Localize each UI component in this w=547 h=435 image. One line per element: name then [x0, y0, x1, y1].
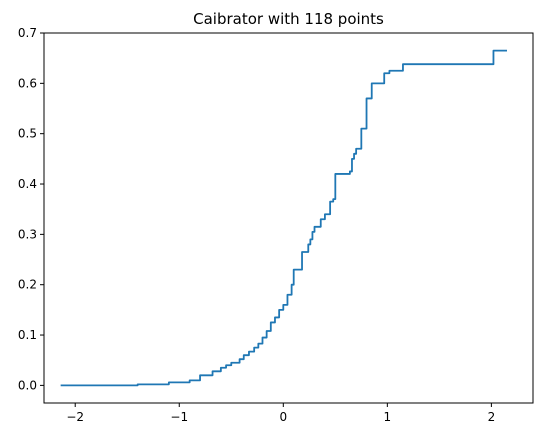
y-tick-label: 0.7: [18, 26, 37, 40]
y-tick-label: 0.0: [18, 378, 37, 392]
y-tick-label: 0.3: [18, 227, 37, 241]
plot-area: [43, 32, 534, 404]
x-axis: −2 −1 0 1 2: [66, 403, 495, 424]
calibration-step-line: [60, 49, 507, 387]
y-tick-label: 0.2: [18, 278, 37, 292]
y-tick-label: 0.6: [18, 76, 37, 90]
x-tick-label: −2: [66, 410, 84, 424]
x-tick-label: 0: [279, 410, 287, 424]
y-tick-label: 0.1: [18, 328, 37, 342]
x-tick-label: 1: [384, 410, 392, 424]
x-tick-label: −1: [170, 410, 188, 424]
chart-title: Caibrator with 118 points: [193, 10, 384, 28]
axes-frame: [43, 32, 534, 404]
x-tick-label: 2: [488, 410, 496, 424]
y-axis: 0.0 0.1 0.2 0.3 0.4 0.5 0.6 0.7: [18, 26, 44, 392]
y-tick-label: 0.4: [18, 177, 37, 191]
y-tick-label: 0.5: [18, 127, 37, 141]
